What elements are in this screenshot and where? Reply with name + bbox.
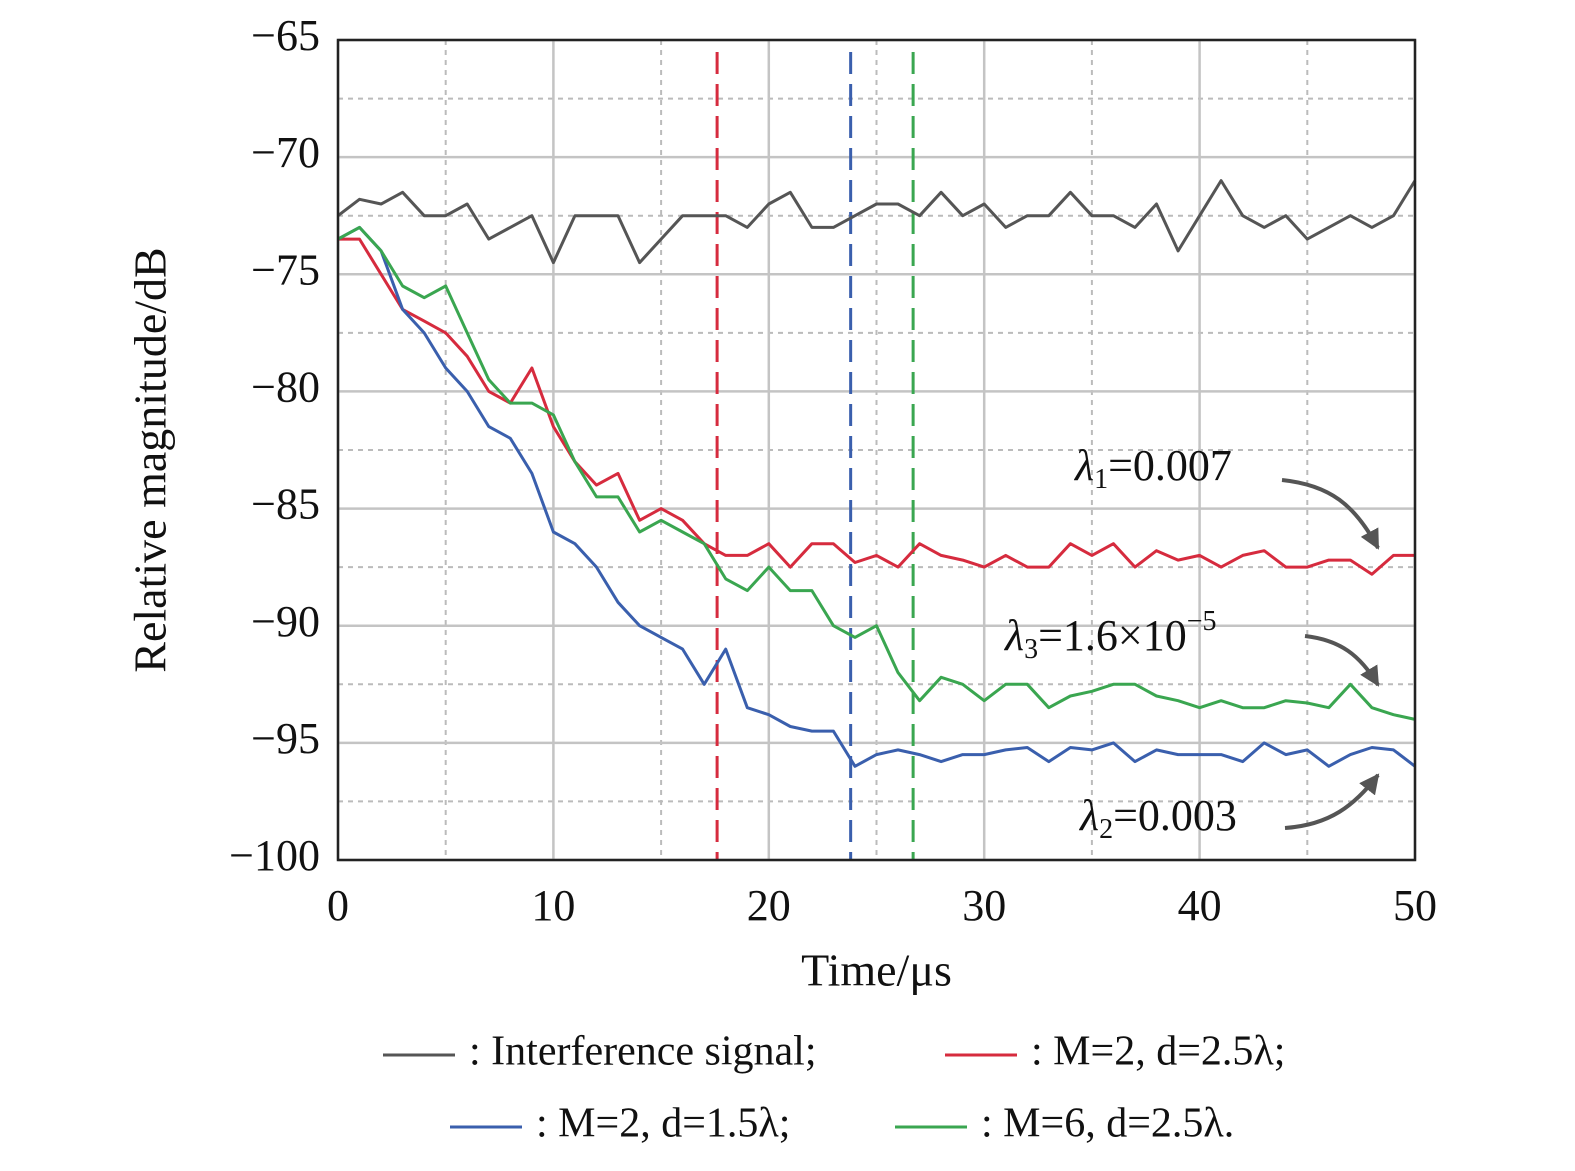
annotation: λ1=0.007 — [1073, 441, 1232, 495]
annotation-symbol: λ — [1003, 611, 1024, 660]
x-tick-label: 30 — [962, 881, 1006, 930]
legend-label: : M=6, d=2.5λ. — [981, 1101, 1234, 1147]
annotation-arrow — [1304, 634, 1380, 687]
legend-label: : Interference signal; — [469, 1029, 816, 1075]
annotation-arrow — [1281, 478, 1380, 550]
series-line — [337, 179, 1417, 265]
x-tick-label: 50 — [1393, 881, 1437, 930]
y-tick-label: −95 — [251, 714, 320, 763]
x-tick-label: 10 — [531, 881, 575, 930]
y-axis-label: Relative magnitude/dB — [125, 247, 176, 672]
annotation-subscript: 3 — [1024, 634, 1038, 665]
y-tick-label: −75 — [251, 245, 320, 294]
annotation-arrow — [1284, 773, 1380, 830]
annotation-symbol: λ — [1078, 791, 1099, 840]
annotation: λ2=0.003 — [1078, 791, 1237, 845]
annotation-text: =0.007 — [1108, 441, 1232, 490]
x-axis-label: Time/μs — [801, 945, 952, 996]
annotation-text: =1.6×10 — [1038, 611, 1187, 660]
series-line — [337, 225, 1416, 768]
annotation-subscript: 1 — [1094, 464, 1108, 495]
series-line — [338, 237, 1415, 576]
legend-label: : M=2, d=2.5λ; — [1031, 1029, 1285, 1075]
y-tick-label: −90 — [251, 597, 320, 646]
series-line — [337, 225, 1416, 721]
y-tick-label: −80 — [251, 363, 320, 412]
x-tick-label: 20 — [747, 881, 791, 930]
legend-label: : M=2, d=1.5λ; — [536, 1101, 790, 1147]
y-tick-label: −65 — [251, 11, 320, 60]
annotation-symbol: λ — [1073, 441, 1094, 490]
annotation: λ3=1.6×10−5 — [1003, 606, 1217, 665]
x-tick-label: 0 — [327, 881, 349, 930]
y-tick-label: −70 — [251, 128, 320, 177]
plot-frame — [336, 38, 1417, 862]
annotation-text: =0.003 — [1113, 791, 1237, 840]
annotation-superscript: −5 — [1187, 606, 1217, 637]
annotation-subscript: 2 — [1099, 814, 1113, 845]
x-tick-label: 40 — [1178, 881, 1222, 930]
y-tick-label: −100 — [229, 831, 320, 880]
y-tick-label: −85 — [251, 480, 320, 529]
